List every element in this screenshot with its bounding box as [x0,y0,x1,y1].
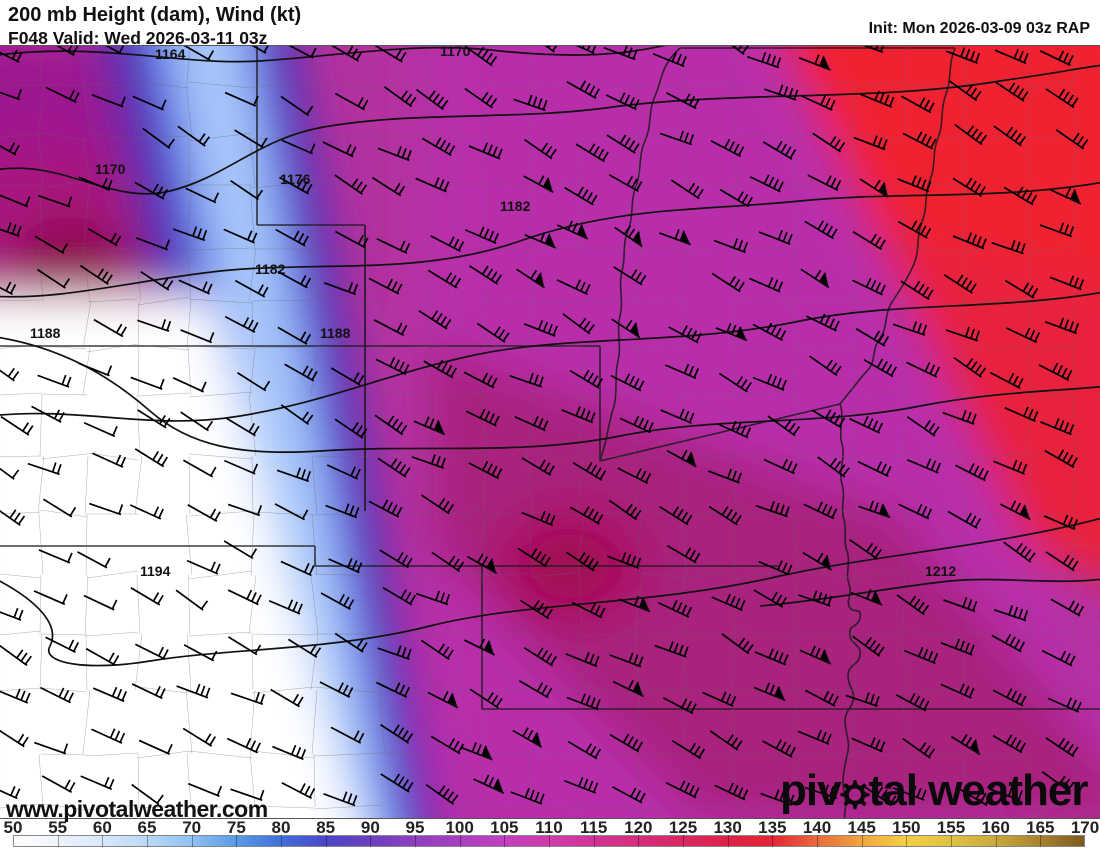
svg-text:1170: 1170 [440,46,471,59]
svg-text:1212: 1212 [925,563,956,579]
svg-text:1182: 1182 [500,198,531,214]
svg-text:1194: 1194 [140,563,171,579]
svg-text:1182: 1182 [255,261,286,277]
svg-text:1164: 1164 [155,46,186,62]
svg-text:1188: 1188 [320,325,351,341]
svg-text:1188: 1188 [30,325,61,341]
svg-text:1170: 1170 [95,161,126,177]
